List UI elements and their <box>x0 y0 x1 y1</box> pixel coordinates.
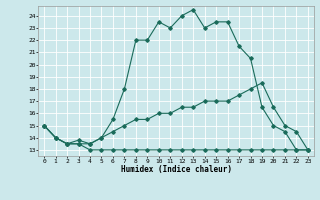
X-axis label: Humidex (Indice chaleur): Humidex (Indice chaleur) <box>121 165 231 174</box>
